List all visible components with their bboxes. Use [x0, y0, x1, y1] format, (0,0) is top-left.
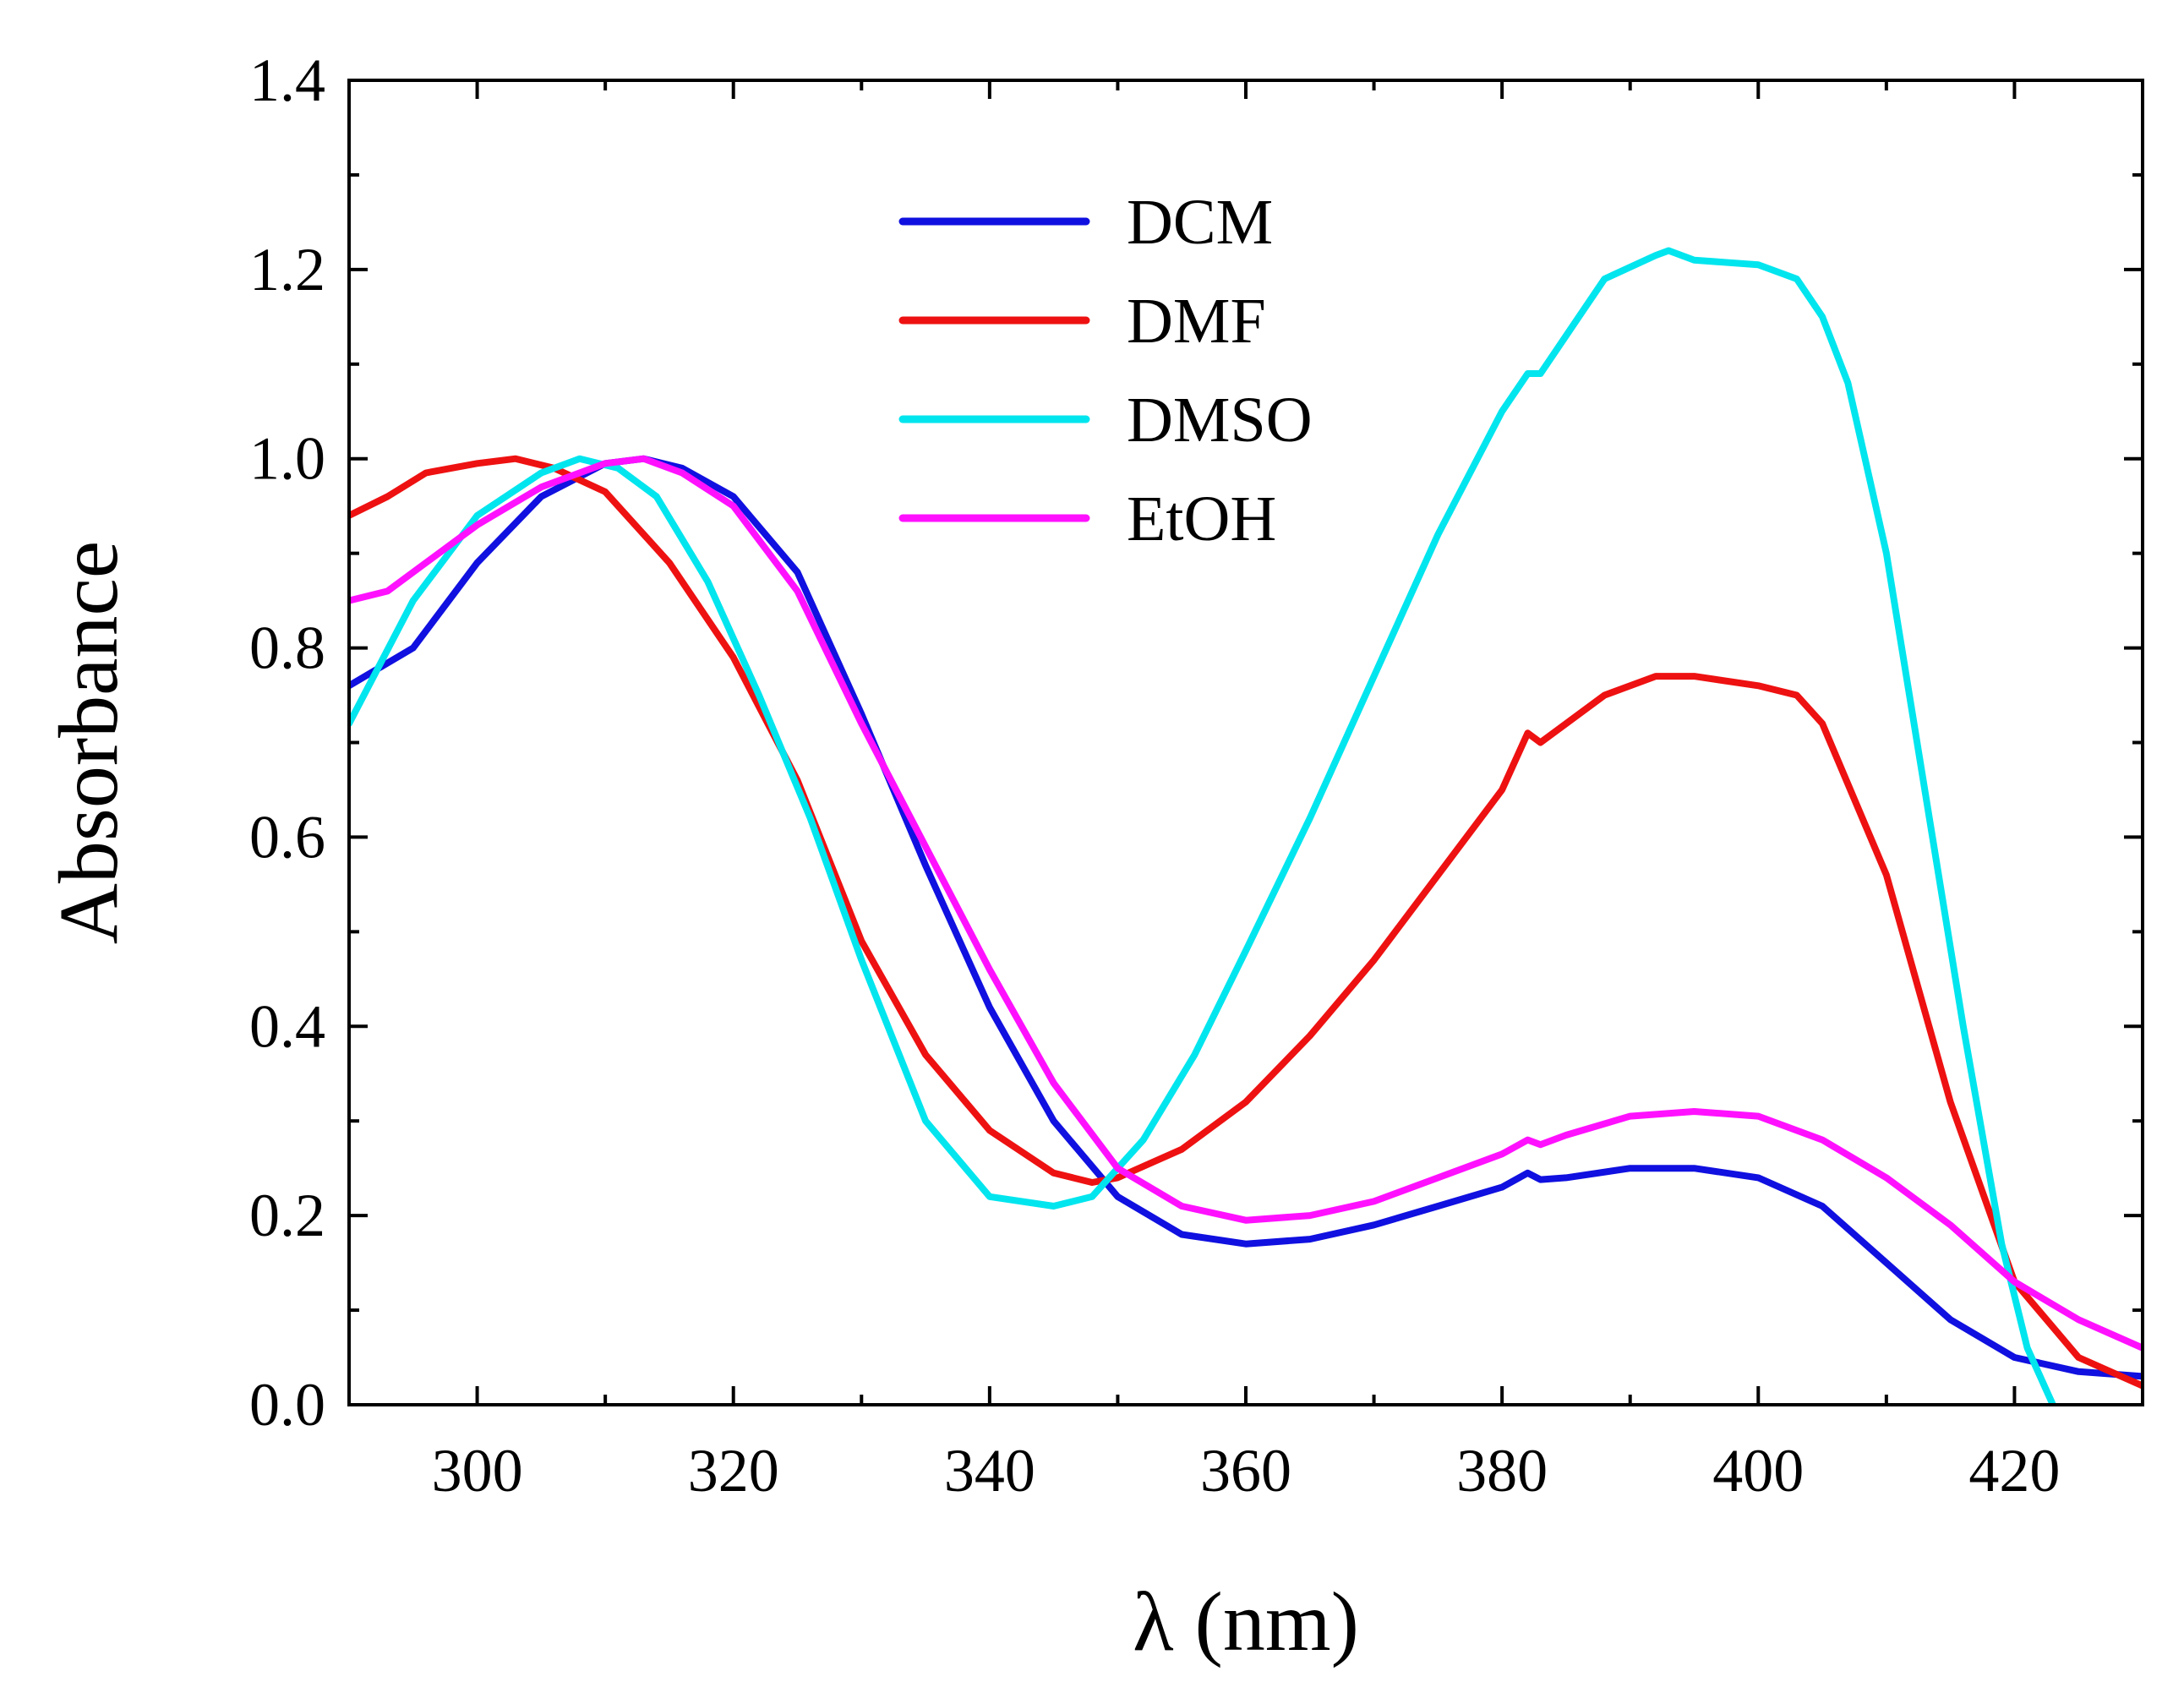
y-tick-label: 0.4 [249, 992, 325, 1060]
x-tick-label: 360 [1200, 1437, 1291, 1505]
y-tick-label: 1.2 [249, 236, 325, 303]
x-tick-label: 320 [688, 1437, 779, 1505]
x-tick-label: 380 [1456, 1437, 1548, 1505]
plot-frame [347, 79, 2144, 1406]
x-tick-label: 400 [1712, 1437, 1804, 1505]
legend-label-etoh: EtOH [1127, 483, 1276, 554]
legend-label-dmf: DMF [1127, 286, 1266, 357]
y-axis-title: Absorbance [41, 541, 135, 945]
x-tick-label: 340 [944, 1437, 1035, 1505]
axis-ticks [347, 79, 2144, 1406]
legend-label-dmso: DMSO [1127, 385, 1313, 456]
legend-label-dcm: DCM [1127, 187, 1273, 258]
series-line-dcm [349, 455, 2143, 1380]
y-tick-label: 0.2 [249, 1182, 325, 1249]
y-tick-label: 0.0 [249, 1371, 325, 1439]
legend: DCM DMF DMSO EtOH [898, 187, 1313, 554]
y-tick-label: 1.0 [249, 425, 325, 493]
y-tick-label: 0.8 [249, 614, 325, 682]
x-axis-title: λ (nm) [1133, 1575, 1359, 1668]
series-line-dmso [349, 247, 2056, 1405]
y-tick-label: 0.6 [249, 803, 325, 871]
series-lines [349, 247, 2143, 1405]
axis-tick-labels: 300 320 340 360 380 400 420 0.0 0.2 0.4 0.6 0.8 1.0 1… [249, 46, 2060, 1505]
y-tick-label: 1.4 [249, 46, 325, 114]
x-tick-label: 420 [1968, 1437, 2060, 1505]
x-tick-label: 300 [432, 1437, 523, 1505]
series-line-etoh [349, 455, 2143, 1352]
series-line-dmf [349, 455, 2143, 1390]
